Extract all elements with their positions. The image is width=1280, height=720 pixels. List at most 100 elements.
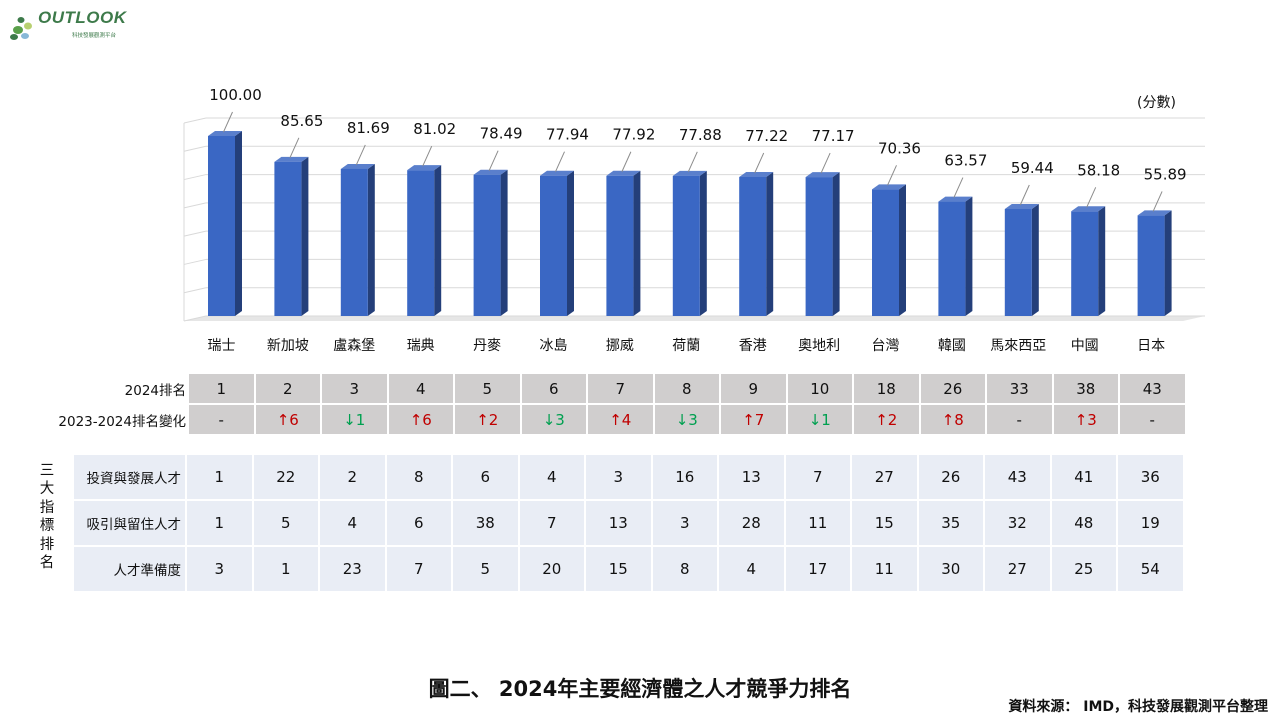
bar — [672, 175, 700, 316]
bar-side — [1098, 206, 1106, 316]
value-leader-line — [488, 150, 499, 171]
rank-change-cell: - — [987, 405, 1052, 434]
indicator-cell: 6 — [386, 501, 451, 545]
rank-cell: 2 — [255, 374, 320, 403]
indicator-cell: 36 — [1118, 455, 1183, 499]
indicator-cell: 16 — [652, 455, 717, 499]
bar-top — [606, 170, 641, 176]
rank-cell: 43 — [1120, 374, 1185, 403]
indicator-table: 投資與發展人才 1 22 2 8 6 4 3 16 13 7 27 26 43 41 36 吸引與留住人才 1 5 4… — [72, 453, 1185, 593]
bar-side — [367, 163, 375, 316]
rank-cell: 33 — [987, 374, 1052, 403]
category-label: 瑞典 — [407, 338, 435, 354]
rank-change-cell: ↓3 — [521, 405, 586, 434]
rank-change-cell: ↑8 — [920, 405, 985, 434]
bar-value-label: 55.89 — [1144, 165, 1187, 183]
indicator-cell: 27 — [985, 547, 1050, 591]
indicator-cell: 2 — [320, 455, 385, 499]
bar-value-label: 81.69 — [347, 119, 390, 137]
indicator-group-label-text: 三大指標排名 — [39, 463, 55, 572]
indicator-cell: 22 — [253, 455, 318, 499]
bar-side — [899, 184, 906, 316]
indicator-row: 投資與發展人才 1 22 2 8 6 4 3 16 13 7 27 26 43 41 36 — [74, 455, 1183, 499]
rank-row: 2024排名 1 2 3 4 5 6 7 8 9 10 18 26 33 38 43 — [46, 374, 1185, 403]
indicator-cell: 54 — [1118, 547, 1183, 591]
gridline-side — [183, 174, 207, 181]
change-row: 2023-2024排名變化 - ↑6 ↓1 ↑6 ↑2 ↓3 ↑4 ↓3 ↑7 ↓1 ↑2 ↑8- ↑3… — [46, 405, 1185, 434]
indicator-cell: 23 — [320, 547, 385, 591]
value-leader-line — [1152, 191, 1163, 212]
rank-cell: 4 — [388, 374, 453, 403]
rank-change-cell: ↑3 — [1053, 405, 1118, 434]
bar — [274, 161, 302, 316]
bar — [739, 177, 767, 316]
rank-change-cell: ↓3 — [654, 405, 719, 434]
indicator-cell: 17 — [785, 547, 850, 591]
gridline-side — [183, 202, 207, 209]
indicator-cell: 11 — [785, 501, 850, 545]
indicator-cell: 1 — [187, 501, 252, 545]
category-label: 盧森堡 — [333, 338, 375, 354]
rank-change-cell: - — [1120, 405, 1185, 434]
indicator-cell: 41 — [1051, 455, 1116, 499]
indicator-cell: 28 — [719, 501, 784, 545]
indicator-cell: 5 — [453, 547, 518, 591]
rank-cell: 10 — [787, 374, 852, 403]
bar-value-label: 58.18 — [1077, 161, 1120, 179]
value-leader-line — [953, 177, 964, 198]
value-leader-line — [820, 152, 831, 174]
chart-floor — [184, 316, 1205, 321]
category-label: 中國 — [1071, 338, 1099, 354]
rank-cell: 5 — [455, 374, 520, 403]
value-leader-line — [1086, 187, 1097, 208]
bar — [540, 175, 567, 316]
indicator-cell: 38 — [453, 501, 518, 545]
bar-value-label: 85.65 — [280, 112, 323, 130]
rank-change-cell: ↑6 — [255, 405, 320, 434]
bar-side — [965, 196, 973, 316]
bar — [872, 189, 899, 316]
bar-top — [1137, 210, 1172, 216]
indicator-row: 人才準備度 3 1 23 7 5 20 15 8 4 17 11 30 27 25 54 — [74, 547, 1183, 591]
outlook-logo: OUTLOOK 科技發展觀測平台 — [8, 6, 128, 44]
value-leader-line — [223, 111, 233, 133]
rank-change-cell: ↑4 — [588, 405, 653, 434]
bar — [1137, 215, 1165, 316]
indicator-row: 吸引與留住人才 1 5 4 6 38 7 13 3 28 11 15 35 32 48 19 — [74, 501, 1183, 545]
value-leader-line — [887, 165, 897, 186]
bar — [407, 170, 435, 316]
category-label: 荷蘭 — [672, 338, 700, 354]
indicator-cell: 4 — [719, 547, 784, 591]
rank-change-cell: - — [189, 405, 254, 434]
bar-top — [938, 196, 973, 202]
indicator-cell: 13 — [586, 501, 651, 545]
indicator-cell: 1 — [253, 547, 318, 591]
value-leader-line — [555, 151, 565, 172]
bar-side — [1164, 210, 1172, 316]
category-label: 新加坡 — [267, 338, 309, 354]
bar — [938, 201, 966, 316]
rank-change-cell: ↑7 — [721, 405, 786, 434]
bar-top — [274, 156, 309, 162]
bar-side — [301, 156, 309, 316]
bar-top — [739, 172, 774, 178]
indicator-cell: 15 — [586, 547, 651, 591]
bar-value-label: 77.22 — [745, 127, 788, 145]
bar-side — [434, 165, 442, 316]
rank-cell: 6 — [521, 374, 586, 403]
bar-value-label: 77.92 — [612, 126, 655, 144]
rank-change-cell: ↑2 — [455, 405, 520, 434]
indicator-cell: 30 — [918, 547, 983, 591]
bar-side — [699, 170, 707, 316]
value-leader-line — [621, 151, 632, 172]
category-label: 瑞士 — [208, 338, 236, 354]
bar-side — [567, 170, 574, 316]
indicator-cell: 27 — [852, 455, 917, 499]
score-bar-chart: 100.00 瑞士 85.65 新加坡 81.69 盧森堡 81.02 瑞典 78.49 丹麥 77… — [183, 86, 1205, 354]
change-row-label: 2023-2024排名變化 — [46, 405, 187, 434]
rank-cell: 1 — [189, 374, 254, 403]
indicator-cell: 4 — [519, 455, 584, 499]
rank-change-cell: ↑6 — [388, 405, 453, 434]
bar-side — [235, 131, 242, 316]
indicator-cell: 8 — [386, 455, 451, 499]
